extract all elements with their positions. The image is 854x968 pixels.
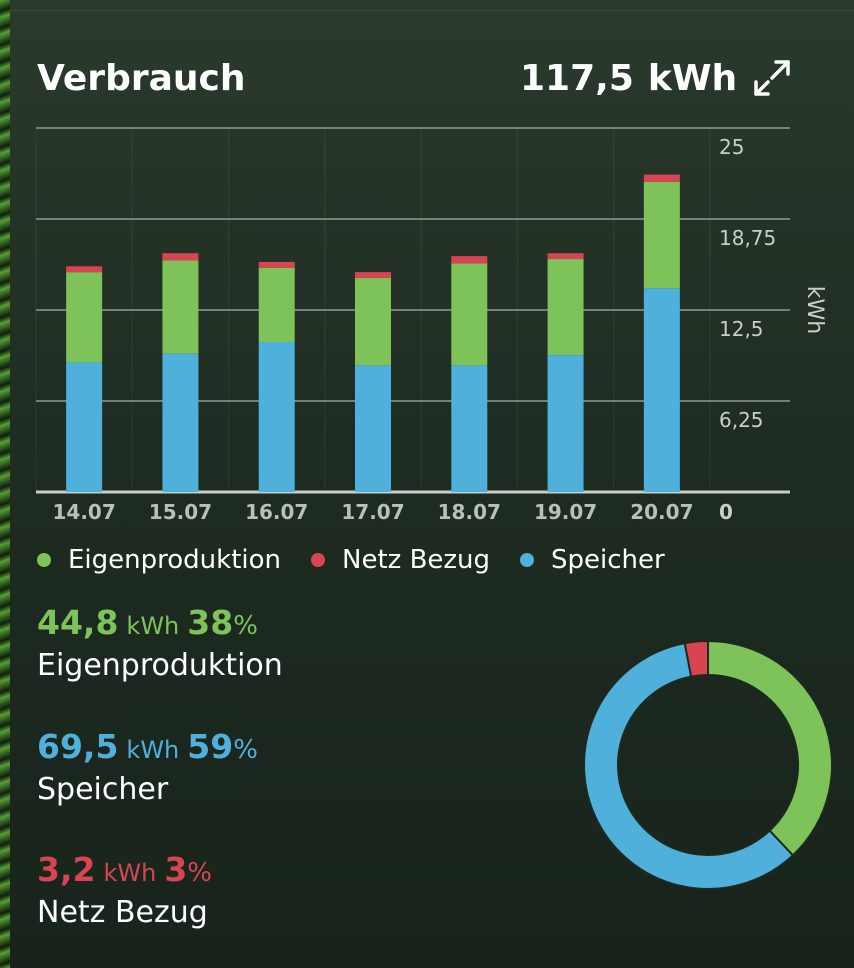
bar-speicher [547, 355, 584, 492]
summary-eigenproduktion-label: Eigenproduktion [37, 648, 283, 683]
bar-netz-bezug [162, 253, 199, 261]
card-title: Verbrauch [37, 58, 246, 99]
x-tick-label: 18.07 [438, 500, 501, 524]
bar-eigenproduktion [355, 277, 391, 366]
bar-speicher [258, 342, 295, 492]
bar-speicher [355, 365, 391, 492]
x-tick-label: 16.07 [245, 500, 308, 524]
summary-speicher-unit: kWh [126, 736, 180, 764]
bar-speicher [643, 288, 680, 492]
summary-speicher-label: Speicher [37, 772, 169, 807]
y-tick-label: 12,5 [719, 317, 764, 341]
legend-label-netz-bezug: Netz Bezug [342, 545, 491, 575]
bar-netz-bezug [547, 253, 584, 260]
y-axis-label: kWh [802, 286, 827, 334]
summary-speicher-percent-sign: % [233, 735, 258, 765]
bar-speicher [162, 353, 199, 492]
donut-slice-eigenproduktion [707, 639, 833, 857]
summary-eigenproduktion: 44,8 kWh 38% Eigenproduktion [37, 603, 283, 683]
bar-speicher [451, 365, 488, 492]
summary-speicher: 69,5 kWh 59% Speicher [37, 727, 258, 807]
summary-speicher-percent: 59 [187, 727, 234, 766]
x-tick-label: 20.07 [630, 500, 693, 524]
y-tick-label: 25 [719, 135, 744, 159]
summary-netz-bezug-percent-sign: % [187, 858, 212, 888]
bar-eigenproduktion [258, 267, 295, 343]
bar-netz-bezug [258, 261, 295, 268]
summary-eigenproduktion-values: 44,8 kWh 38% [37, 603, 283, 642]
summary-eigenproduktion-value: 44,8 [37, 603, 119, 642]
donut-slice-speicher [583, 642, 795, 890]
stacked-bar-chart: 25 18,75 12,5 6,25 0 kWh 14.07 15.07 16.07 17.07 1… [35, 127, 827, 524]
bar-eigenproduktion [547, 259, 584, 356]
summary-speicher-value: 69,5 [37, 727, 119, 766]
donut-chart [583, 639, 833, 890]
legend-label-speicher: Speicher [551, 545, 665, 575]
total-value: 117,5 [520, 58, 634, 99]
donut-slice-netz-bezug [683, 639, 709, 678]
legend-dot-speicher [520, 553, 535, 567]
total-unit: kWh [647, 58, 738, 99]
y-tick-label: 6,25 [719, 408, 764, 432]
x-tick-label: 19.07 [534, 500, 597, 524]
summary-netz-bezug-label: Netz Bezug [37, 895, 208, 930]
total-consumption: 117,5 kWh [520, 58, 737, 99]
summary-netz-bezug-values: 3,2 kWh 3% [37, 850, 212, 889]
legend-dot-netz-bezug [311, 553, 326, 567]
legend-label-eigenproduktion: Eigenproduktion [68, 545, 282, 575]
summary-netz-bezug: 3,2 kWh 3% Netz Bezug [37, 850, 212, 930]
bar-eigenproduktion [162, 260, 199, 354]
x-tick-label: 15.07 [149, 500, 212, 524]
legend-item-eigenproduktion: Eigenproduktion [37, 545, 281, 575]
top-divider [10, 10, 854, 11]
expand-arrows-icon[interactable] [748, 58, 792, 102]
bar-netz-bezug [355, 272, 391, 278]
bar-netz-bezug [66, 266, 103, 273]
bar-speicher [66, 362, 103, 492]
chart-legend: Eigenproduktion Netz Bezug Speicher [37, 545, 695, 575]
bar-eigenproduktion [643, 181, 680, 289]
y-tick-label: 18,75 [719, 226, 776, 250]
legend-dot-eigenproduktion [37, 553, 51, 567]
summary-eigenproduktion-unit: kWh [126, 612, 180, 640]
x-tick-label: 17.07 [341, 500, 404, 524]
x-tick-label: 14.07 [53, 500, 116, 524]
summary-netz-bezug-value: 3,2 [37, 850, 96, 889]
y-tick-label: 0 [719, 500, 733, 524]
summary-speicher-values: 69,5 kWh 59% [37, 727, 258, 766]
summary-eigenproduktion-percent: 38 [187, 603, 234, 642]
legend-item-netz-bezug: Netz Bezug [311, 545, 490, 575]
summary-netz-bezug-unit: kWh [103, 859, 157, 887]
bar-netz-bezug [451, 256, 488, 264]
summary-eigenproduktion-percent-sign: % [233, 611, 258, 641]
summary-netz-bezug-percent: 3 [164, 850, 188, 889]
left-edge-decoration [0, 0, 10, 968]
bar-eigenproduktion [66, 272, 103, 363]
bar-eigenproduktion [451, 263, 488, 366]
bar-netz-bezug [643, 174, 680, 182]
legend-item-speicher: Speicher [520, 545, 665, 575]
